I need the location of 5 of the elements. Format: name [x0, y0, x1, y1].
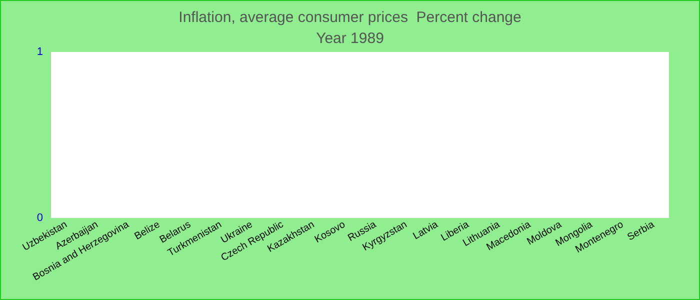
- chart-subtitle: Year 1989: [316, 30, 384, 47]
- chart-title: Inflation, average consumer prices Percent change: [178, 9, 522, 26]
- y-tick-label: 1: [36, 46, 43, 58]
- y-tick-label: 0: [36, 212, 43, 224]
- x-tick-label: Latvia: [411, 219, 440, 242]
